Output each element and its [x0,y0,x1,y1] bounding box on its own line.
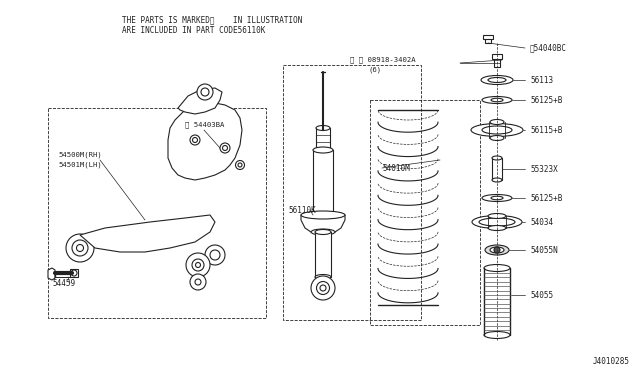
Ellipse shape [315,275,331,279]
Ellipse shape [492,178,502,182]
Bar [485,38,491,43]
Circle shape [317,282,330,295]
Ellipse shape [485,245,509,255]
Ellipse shape [481,76,513,84]
Circle shape [190,135,200,145]
Circle shape [186,253,210,277]
Circle shape [66,234,94,262]
Ellipse shape [313,147,333,153]
Circle shape [77,244,83,251]
Text: THE PARTS IS MARKED※    IN ILLUSTRATION: THE PARTS IS MARKED※ IN ILLUSTRATION [122,16,302,25]
Ellipse shape [316,125,330,131]
Ellipse shape [315,230,331,234]
Circle shape [494,247,500,253]
Text: 54055N: 54055N [530,246,557,254]
Circle shape [195,279,201,285]
Text: 56113: 56113 [530,76,553,84]
Text: 56110K: 56110K [288,205,316,215]
Bar [48,108,266,318]
Circle shape [197,84,213,100]
Bar [313,150,333,215]
Ellipse shape [491,196,503,200]
Polygon shape [80,215,215,252]
Ellipse shape [490,247,504,253]
Bar [315,232,331,277]
Text: 56125+B: 56125+B [530,96,563,105]
Text: J4010285: J4010285 [593,357,630,366]
Ellipse shape [490,135,504,141]
Ellipse shape [301,211,345,219]
Circle shape [220,143,230,153]
Ellipse shape [479,218,515,226]
Bar [316,128,330,150]
Ellipse shape [492,156,502,160]
Circle shape [223,145,227,151]
Circle shape [201,88,209,96]
Ellipse shape [482,126,512,134]
Bar [492,158,502,180]
Text: ※ 54403BA: ※ 54403BA [185,122,225,128]
Ellipse shape [488,214,506,218]
Circle shape [236,160,244,170]
Ellipse shape [490,119,504,125]
Bar [70,269,78,277]
Text: ※54040BC: ※54040BC [530,44,567,52]
Circle shape [238,163,242,167]
Ellipse shape [484,264,510,272]
Ellipse shape [482,195,512,202]
Polygon shape [178,88,222,114]
Text: ※ ⓝ 08918-3402A: ※ ⓝ 08918-3402A [350,57,415,63]
Ellipse shape [472,215,522,228]
Circle shape [311,276,335,300]
Ellipse shape [488,77,506,83]
Text: 54034: 54034 [530,218,553,227]
Bar [370,100,480,325]
Ellipse shape [488,225,506,231]
Text: (6): (6) [368,67,381,73]
Text: 54055: 54055 [530,291,553,299]
Ellipse shape [482,96,512,103]
Bar [283,65,421,320]
Text: 56115+B: 56115+B [530,125,563,135]
Circle shape [71,270,77,276]
Polygon shape [48,268,55,280]
Ellipse shape [316,148,330,153]
Circle shape [192,259,204,271]
Circle shape [195,263,200,267]
Ellipse shape [311,229,335,235]
Ellipse shape [471,124,523,137]
Text: 55323X: 55323X [530,164,557,173]
Ellipse shape [484,331,510,339]
Circle shape [193,138,198,142]
Polygon shape [301,215,345,232]
Text: 56125+B: 56125+B [530,193,563,202]
Polygon shape [168,103,242,180]
Circle shape [72,240,88,256]
Text: 54500M(RH): 54500M(RH) [58,152,102,158]
Text: 54010M: 54010M [382,164,410,173]
Ellipse shape [313,212,333,218]
Circle shape [210,250,220,260]
Bar [492,54,502,59]
Bar [494,57,500,67]
Circle shape [205,245,225,265]
Text: 54459: 54459 [52,279,75,288]
Circle shape [190,274,206,290]
Circle shape [320,285,326,291]
Text: 54501M(LH): 54501M(LH) [58,162,102,168]
Bar [483,35,493,39]
Ellipse shape [491,98,503,102]
Text: ARE INCLUDED IN PART CODE56110K: ARE INCLUDED IN PART CODE56110K [122,26,266,35]
